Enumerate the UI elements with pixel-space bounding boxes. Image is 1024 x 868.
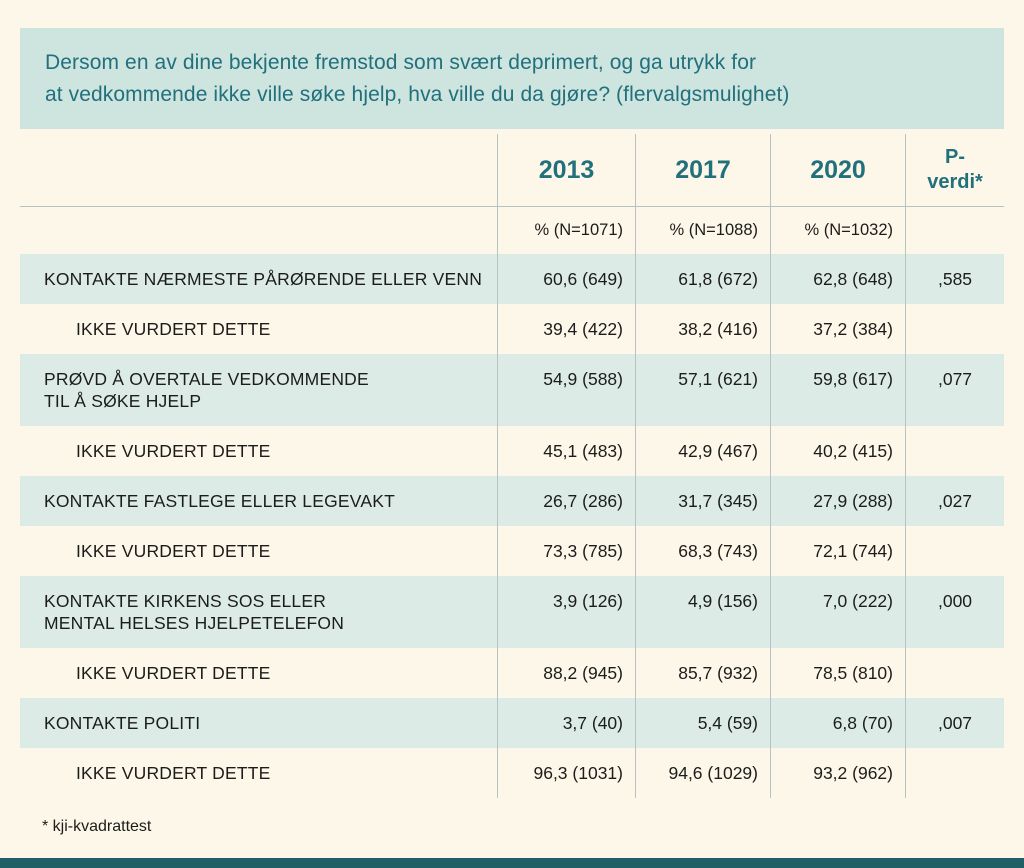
row-label: IKKE VURDERT DETTE: [76, 763, 271, 783]
row-label: IKKE VURDERT DETTE: [76, 541, 271, 561]
table-row: KONTAKTE FASTLEGE ELLER LEGEVAKT 26,7 (2…: [20, 476, 1004, 526]
row-label: KONTAKTE POLITI: [44, 713, 201, 733]
row-pvalue: [905, 648, 1004, 698]
table-subheader-row: % (N=1071) % (N=1088) % (N=1032): [20, 207, 1004, 254]
row-value-2017: 42,9 (467): [635, 426, 770, 476]
question-text: Dersom en av dine bekjente fremstod som …: [45, 51, 790, 106]
row-value-2017: 61,8 (672): [635, 254, 770, 304]
row-pvalue: [905, 748, 1004, 798]
row-pvalue: ,007: [905, 698, 1004, 748]
row-value-2020: 7,0 (222): [770, 576, 905, 648]
row-value-2020: 72,1 (744): [770, 526, 905, 576]
row-value-2013: 73,3 (785): [497, 526, 635, 576]
row-value-2020: 59,8 (617): [770, 354, 905, 426]
row-label: KONTAKTE FASTLEGE ELLER LEGEVAKT: [44, 491, 395, 511]
report-page: Dersom en av dine bekjente fremstod som …: [20, 28, 1004, 835]
row-value-2017: 57,1 (621): [635, 354, 770, 426]
row-pvalue: [905, 526, 1004, 576]
column-header-2013: 2013: [497, 134, 635, 206]
table-row: IKKE VURDERT DETTE 73,3 (785) 68,3 (743)…: [20, 526, 1004, 576]
row-value-2017: 38,2 (416): [635, 304, 770, 354]
header-spacer: [20, 134, 497, 206]
row-value-2013: 96,3 (1031): [497, 748, 635, 798]
table-row: KONTAKTE POLITI 3,7 (40) 5,4 (59) 6,8 (7…: [20, 698, 1004, 748]
row-value-2017: 85,7 (932): [635, 648, 770, 698]
row-label: IKKE VURDERT DETTE: [76, 441, 271, 461]
row-value-2020: 93,2 (962): [770, 748, 905, 798]
bottom-accent-bar: [0, 858, 1024, 868]
row-value-2013: 3,9 (126): [497, 576, 635, 648]
table-row: IKKE VURDERT DETTE 39,4 (422) 38,2 (416)…: [20, 304, 1004, 354]
table-row: KONTAKTE NÆRMESTE PÅRØRENDE ELLER VENN 6…: [20, 254, 1004, 304]
column-header-pvalue: P- verdi*: [905, 134, 1004, 206]
subheader-n-2017: % (N=1088): [635, 207, 770, 254]
row-value-2020: 37,2 (384): [770, 304, 905, 354]
row-pvalue: ,000: [905, 576, 1004, 648]
row-label: IKKE VURDERT DETTE: [76, 319, 271, 339]
row-value-2013: 45,1 (483): [497, 426, 635, 476]
table-row: IKKE VURDERT DETTE 88,2 (945) 85,7 (932)…: [20, 648, 1004, 698]
table-header-row: 2013 2017 2020 P- verdi*: [20, 134, 1004, 207]
row-value-2013: 3,7 (40): [497, 698, 635, 748]
footnote: * kji-kvadrattest: [42, 818, 152, 835]
subheader-n-2020: % (N=1032): [770, 207, 905, 254]
column-header-2017: 2017: [635, 134, 770, 206]
table-row: KONTAKTE KIRKENS SOS ELLER MENTAL HELSES…: [20, 576, 1004, 648]
table-row: IKKE VURDERT DETTE 45,1 (483) 42,9 (467)…: [20, 426, 1004, 476]
row-value-2013: 26,7 (286): [497, 476, 635, 526]
row-value-2017: 68,3 (743): [635, 526, 770, 576]
row-value-2013: 88,2 (945): [497, 648, 635, 698]
subheader-pvalue-empty: [905, 207, 1004, 254]
row-pvalue: [905, 426, 1004, 476]
table-row: IKKE VURDERT DETTE 96,3 (1031) 94,6 (102…: [20, 748, 1004, 798]
results-table: 2013 2017 2020 P- verdi* % (N=1071) % (N…: [20, 134, 1004, 798]
subheader-spacer: [20, 207, 497, 254]
row-pvalue: ,027: [905, 476, 1004, 526]
row-value-2020: 27,9 (288): [770, 476, 905, 526]
row-label: IKKE VURDERT DETTE: [76, 663, 271, 683]
column-header-2020: 2020: [770, 134, 905, 206]
row-label: KONTAKTE NÆRMESTE PÅRØRENDE ELLER VENN: [44, 269, 483, 289]
row-pvalue: [905, 304, 1004, 354]
row-value-2020: 6,8 (70): [770, 698, 905, 748]
table-row: PRØVD Å OVERTALE VEDKOMMENDE TIL Å SØKE …: [20, 354, 1004, 426]
question-box: Dersom en av dine bekjente fremstod som …: [20, 28, 1004, 129]
row-value-2013: 39,4 (422): [497, 304, 635, 354]
row-value-2013: 60,6 (649): [497, 254, 635, 304]
row-value-2020: 40,2 (415): [770, 426, 905, 476]
row-value-2017: 94,6 (1029): [635, 748, 770, 798]
row-value-2020: 78,5 (810): [770, 648, 905, 698]
row-pvalue: ,585: [905, 254, 1004, 304]
row-pvalue: ,077: [905, 354, 1004, 426]
row-value-2017: 5,4 (59): [635, 698, 770, 748]
row-value-2017: 31,7 (345): [635, 476, 770, 526]
row-value-2020: 62,8 (648): [770, 254, 905, 304]
row-value-2013: 54,9 (588): [497, 354, 635, 426]
row-label: KONTAKTE KIRKENS SOS ELLER MENTAL HELSES…: [44, 591, 345, 633]
row-value-2017: 4,9 (156): [635, 576, 770, 648]
subheader-n-2013: % (N=1071): [497, 207, 635, 254]
row-label: PRØVD Å OVERTALE VEDKOMMENDE TIL Å SØKE …: [44, 369, 369, 411]
